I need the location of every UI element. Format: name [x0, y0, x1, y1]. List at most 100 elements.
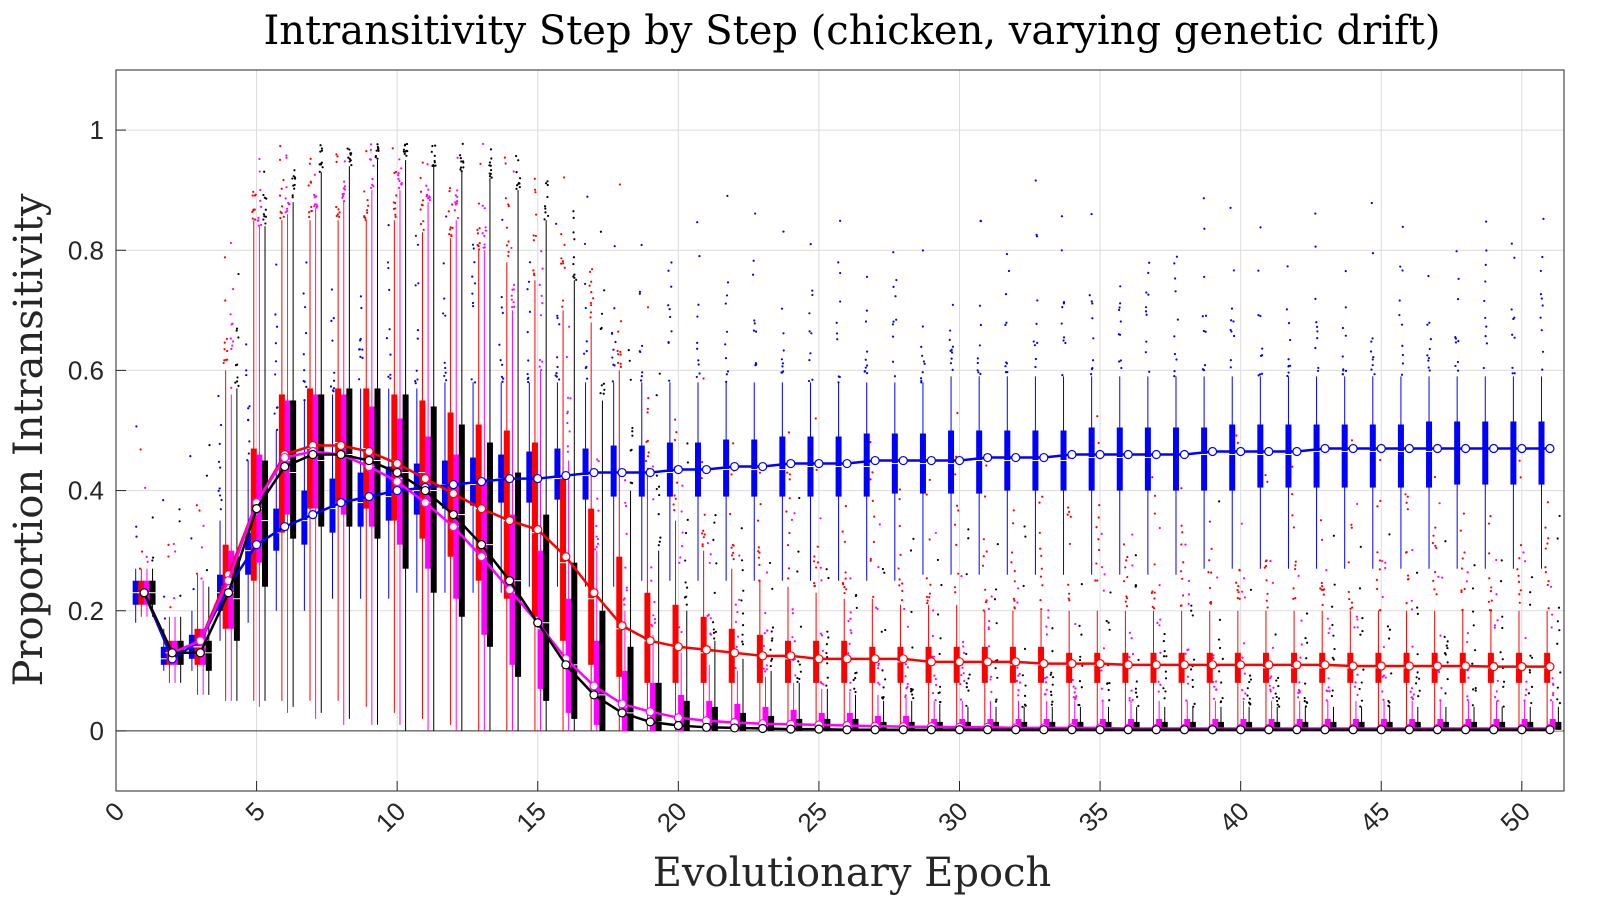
outlier-dot — [1383, 674, 1386, 677]
outlier-dot — [616, 361, 620, 365]
outlier-dot — [1384, 566, 1387, 570]
outlier-dot — [1441, 576, 1444, 579]
outlier-dot — [1387, 704, 1390, 707]
outlier-dot — [732, 442, 735, 445]
outlier-dot — [1013, 607, 1016, 610]
outlier-dot — [460, 160, 463, 163]
outlier-dot — [1004, 292, 1008, 296]
outlier-dot — [1314, 245, 1317, 248]
outlier-dot — [427, 188, 430, 191]
outlier-dot — [1173, 370, 1176, 373]
trend-marker — [758, 461, 768, 472]
outlier-dot — [453, 209, 456, 212]
trend-marker — [842, 458, 852, 469]
outlier-dot — [898, 498, 901, 501]
outlier-dot — [675, 431, 678, 434]
outlier-dot — [1201, 315, 1204, 318]
outlier-dot — [950, 351, 954, 354]
outlier-dot — [1261, 354, 1264, 357]
outlier-dot — [731, 543, 734, 547]
outlier-dot — [512, 283, 516, 286]
outlier-dot — [169, 606, 172, 609]
outlier-dot — [1230, 307, 1234, 310]
outlier-dot — [936, 558, 940, 562]
outlier-dot — [758, 471, 762, 474]
trend-marker — [1011, 452, 1021, 463]
outlier-dot — [1125, 595, 1128, 598]
outlier-dot — [1107, 688, 1110, 692]
outlier-dot — [1134, 691, 1138, 694]
outlier-dot — [234, 381, 237, 384]
outlier-dot — [931, 691, 935, 695]
outlier-dot — [417, 282, 420, 285]
outlier-dot — [1333, 647, 1336, 651]
outlier-dot — [507, 250, 510, 253]
outlier-dot — [1117, 333, 1121, 336]
outlier-dot — [279, 216, 282, 220]
outlier-dot — [1174, 277, 1177, 280]
trend-marker — [1095, 449, 1105, 460]
outlier-dot — [1332, 634, 1335, 637]
outlier-dot — [371, 177, 374, 181]
outlier-dot — [308, 215, 311, 219]
outlier-dot — [315, 195, 318, 198]
outlier-dot — [1410, 599, 1413, 602]
outlier-dot — [135, 535, 138, 538]
box — [1510, 421, 1517, 485]
outlier-dot — [876, 607, 879, 611]
box — [458, 424, 465, 617]
outlier-dot — [827, 576, 830, 580]
outlier-dot — [1039, 547, 1042, 550]
outlier-dot — [245, 373, 248, 377]
outlier-dot — [1322, 588, 1326, 591]
outlier-dot — [226, 358, 229, 361]
outlier-dot — [990, 595, 993, 598]
trend-marker — [1460, 661, 1471, 671]
outlier-dot — [595, 524, 598, 528]
outlier-dot — [236, 376, 239, 379]
outlier-dot — [461, 142, 464, 145]
outlier-dot — [1401, 225, 1404, 228]
outlier-dot — [949, 329, 952, 332]
outlier-dot — [807, 379, 811, 383]
outlier-dot — [397, 186, 401, 189]
outlier-dot — [1229, 206, 1232, 209]
outlier-dot — [1269, 688, 1272, 691]
outlier-dot — [1358, 587, 1362, 590]
outlier-dot — [573, 273, 576, 276]
trend-marker — [1348, 725, 1358, 735]
outlier-dot — [1017, 674, 1020, 677]
outlier-dot — [982, 555, 985, 558]
outlier-dot — [1540, 297, 1543, 300]
series-magenta-outliers — [144, 142, 1555, 702]
outlier-dot — [501, 311, 504, 314]
outlier-dot — [1012, 522, 1015, 525]
outlier-dot — [1416, 612, 1419, 615]
outlier-dot — [481, 232, 484, 235]
outlier-dot — [1457, 277, 1460, 280]
outlier-dot — [1005, 252, 1009, 256]
outlier-dot — [555, 372, 558, 375]
outlier-dot — [756, 519, 760, 522]
outlier-dot — [1095, 526, 1098, 529]
y-tick-label: 0 — [90, 716, 104, 746]
outlier-dot — [1061, 306, 1064, 309]
outlier-dot — [1021, 705, 1024, 708]
trend-marker — [983, 657, 993, 667]
box — [1538, 421, 1545, 485]
outlier-dot — [1401, 344, 1404, 348]
outlier-dot — [218, 487, 221, 490]
outlier-dot — [1100, 565, 1104, 569]
outlier-dot — [725, 294, 729, 297]
x-axis-label: Evolutionary Epoch — [653, 850, 1051, 896]
outlier-dot — [912, 697, 915, 700]
outlier-dot — [928, 538, 931, 541]
outlier-dot — [1259, 226, 1262, 229]
outlier-dot — [1186, 675, 1190, 678]
outlier-dot — [590, 280, 593, 283]
outlier-dot — [1287, 364, 1291, 367]
outlier-dot — [1212, 680, 1215, 684]
outlier-dot — [366, 198, 369, 202]
outlier-dot — [963, 679, 966, 683]
trend-marker — [673, 720, 683, 731]
